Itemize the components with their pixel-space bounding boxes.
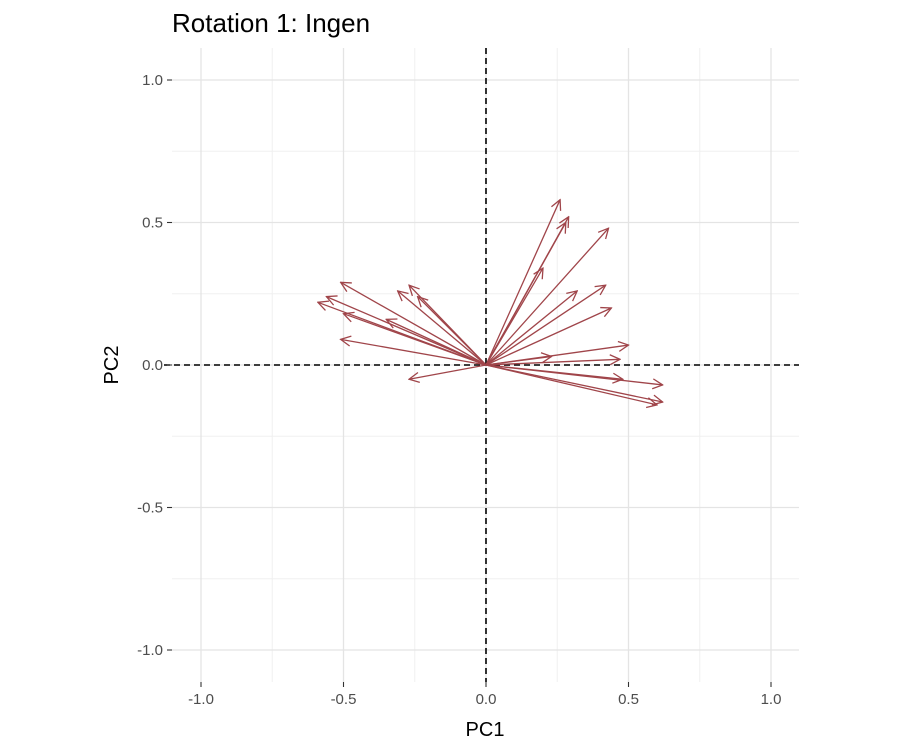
loading-arrow — [485, 364, 657, 405]
y-tick-label: -1.0 — [137, 642, 163, 659]
tick-labels: -1.0 -0.5 0.0 0.5 1.0 -1.0 -0.5 0.0 0.5 1.0 — [137, 72, 781, 708]
loading-arrow — [344, 314, 487, 366]
y-tick-label: 1.0 — [142, 72, 163, 89]
loading-arrow — [418, 297, 487, 366]
x-tick-label: -0.5 — [331, 691, 357, 708]
x-axis-title: PC1 — [466, 719, 505, 741]
loading-arrow — [409, 364, 487, 379]
loading-arrow — [485, 268, 543, 366]
loading-arrow — [341, 282, 487, 366]
loading-arrow — [485, 285, 606, 366]
x-tick-label: 1.0 — [761, 691, 782, 708]
y-tick-label: -0.5 — [137, 500, 163, 517]
reference-lines — [164, 48, 799, 682]
loading-arrow — [485, 364, 663, 385]
loading-vectors — [318, 200, 663, 405]
loading-arrow — [386, 319, 487, 366]
loading-arrow — [485, 364, 663, 402]
y-axis-title: PC2 — [101, 346, 123, 385]
loading-arrow — [341, 339, 487, 366]
chart-title: Rotation 1: Ingen — [172, 8, 371, 38]
axis-ticks — [167, 79, 772, 687]
loading-arrow — [485, 228, 609, 366]
loading-arrow — [485, 356, 552, 366]
y-tick-label: 0.0 — [142, 357, 163, 374]
x-tick-label: 0.5 — [618, 691, 639, 708]
loading-arrow — [326, 297, 487, 366]
loading-arrow — [485, 359, 620, 366]
loading-arrow — [485, 200, 560, 366]
loading-arrow — [485, 308, 611, 366]
x-tick-label: 0.0 — [476, 691, 497, 708]
loading-arrow — [398, 291, 487, 366]
y-tick-label: 0.5 — [142, 215, 163, 232]
x-tick-label: -1.0 — [188, 691, 214, 708]
loading-arrow — [485, 291, 577, 366]
